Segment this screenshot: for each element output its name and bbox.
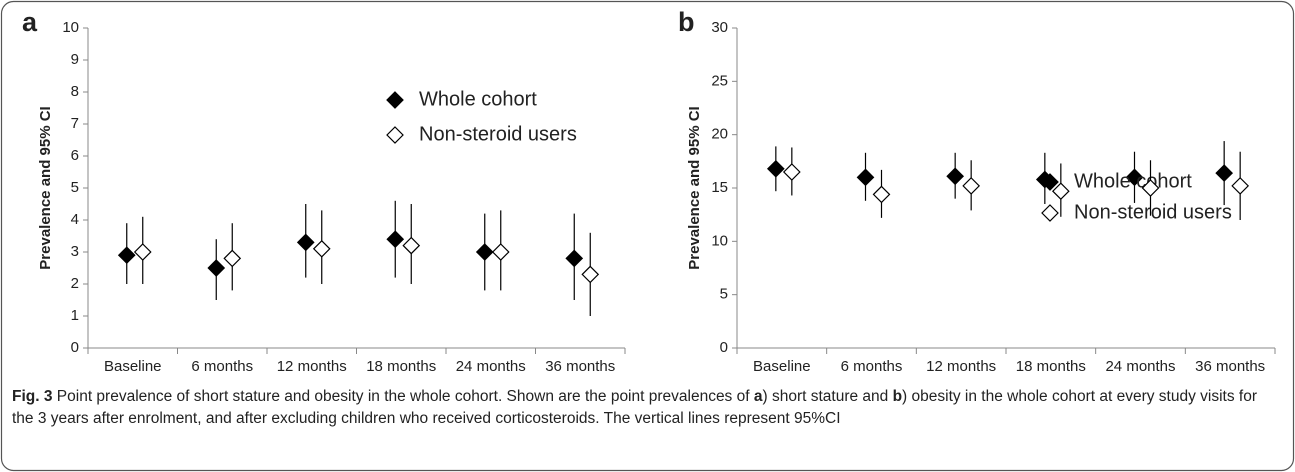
- x-tick-label: 24 months: [1105, 358, 1175, 375]
- y-tick-label: 7: [71, 115, 79, 132]
- legend-marker: [386, 126, 404, 144]
- legend-marker: [1041, 173, 1059, 191]
- marker: [312, 239, 331, 258]
- marker: [207, 259, 226, 277]
- x-tick-label: 18 months: [366, 358, 436, 375]
- marker: [133, 243, 152, 261]
- marker: [296, 233, 315, 252]
- y-tick-label: 6: [71, 147, 79, 164]
- y-tick-label: 9: [71, 51, 79, 68]
- y-tick-label: 2: [71, 275, 79, 292]
- marker: [475, 243, 494, 261]
- marker: [1141, 179, 1160, 197]
- caption-text: b: [892, 388, 903, 405]
- panel-label: a: [22, 7, 38, 37]
- caption-text: ) obesity in the whole cohort at every s…: [12, 388, 1257, 427]
- marker: [1125, 168, 1144, 187]
- y-tick-label: 4: [71, 211, 79, 228]
- y-axis-label: Prevalence and 95% CI: [686, 106, 703, 269]
- y-tick-label: 0: [71, 339, 79, 356]
- x-tick-label: 6 months: [191, 358, 253, 375]
- marker: [1231, 177, 1250, 195]
- legend-label: Whole cohort: [1074, 170, 1192, 192]
- x-tick-label: 12 months: [277, 358, 347, 375]
- x-tick-label: 24 months: [456, 358, 526, 375]
- marker: [581, 265, 600, 284]
- x-tick-label: 18 months: [1016, 358, 1086, 375]
- x-tick-label: 36 months: [1195, 358, 1265, 375]
- marker: [565, 249, 584, 268]
- marker: [491, 243, 510, 261]
- x-tick-label: Baseline: [753, 358, 811, 375]
- y-tick-label: 10: [62, 19, 79, 36]
- legend-marker: [1041, 204, 1059, 222]
- legend-label: Non-steroid users: [419, 123, 577, 145]
- x-tick-label: Baseline: [104, 358, 162, 375]
- caption-label: Fig. 3: [12, 388, 53, 405]
- marker: [962, 177, 981, 195]
- caption-text: Point prevalence of short stature and ob…: [52, 388, 754, 405]
- marker: [223, 249, 242, 268]
- marker: [782, 163, 801, 181]
- y-tick-label: 5: [71, 179, 79, 196]
- legend-marker: [386, 91, 404, 109]
- x-tick-label: 6 months: [841, 358, 903, 375]
- legend-label: Non-steroid users: [1074, 201, 1232, 223]
- caption-text: ) short stature and: [762, 388, 893, 405]
- marker: [766, 159, 785, 178]
- caption-text: a: [753, 388, 763, 405]
- y-tick-label: 15: [711, 179, 728, 196]
- y-tick-label: 8: [71, 83, 79, 100]
- marker: [1215, 164, 1234, 182]
- y-tick-label: 1: [71, 307, 79, 324]
- y-tick-label: 20: [711, 126, 728, 143]
- y-tick-label: 3: [71, 243, 79, 260]
- marker: [117, 246, 136, 265]
- marker: [402, 236, 421, 255]
- marker: [872, 185, 891, 204]
- y-tick-label: 30: [711, 19, 728, 36]
- caption: Fig. 3 Point prevalence of short stature…: [12, 386, 1280, 430]
- x-tick-label: 12 months: [926, 358, 996, 375]
- marker: [856, 168, 875, 187]
- y-tick-label: 25: [711, 72, 728, 89]
- panel-label: b: [678, 7, 695, 37]
- y-axis-label: Prevalence and 95% CI: [37, 106, 54, 269]
- y-tick-label: 5: [720, 286, 728, 303]
- marker: [946, 167, 965, 186]
- marker: [386, 230, 405, 249]
- y-tick-label: 0: [720, 339, 728, 356]
- marker: [1051, 182, 1070, 201]
- y-tick-label: 10: [711, 232, 728, 249]
- legend-label: Whole cohort: [419, 88, 537, 110]
- x-tick-label: 36 months: [545, 358, 615, 375]
